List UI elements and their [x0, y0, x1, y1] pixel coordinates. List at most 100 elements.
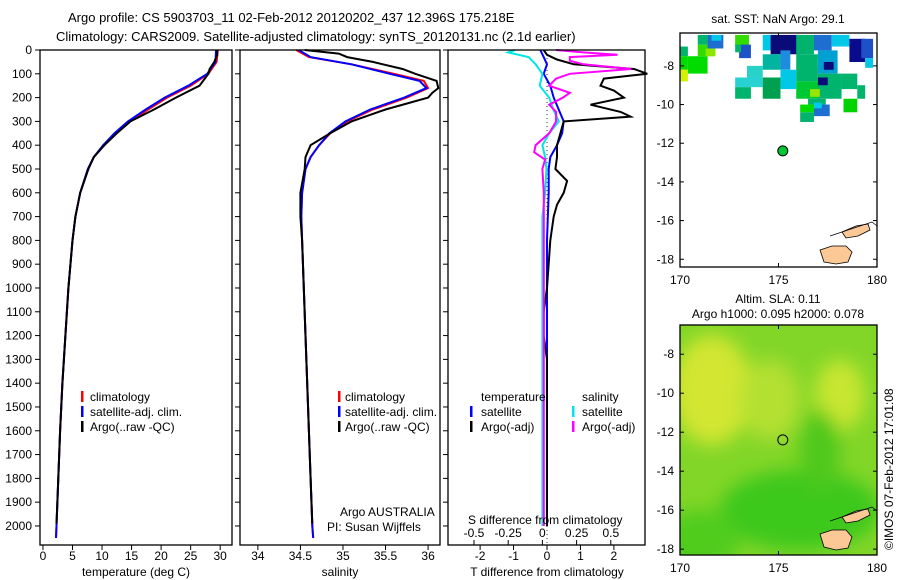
- y-tick-label: 1900: [5, 495, 32, 509]
- sst-cell: [857, 85, 866, 99]
- series-line-argo-adj-: [533, 49, 632, 526]
- panel-frame: [39, 49, 233, 546]
- salinity-legend: climatology satellite-adj. clim. Argo(..…: [327, 390, 437, 534]
- series-line-satellite-adj-clim-: [298, 49, 429, 538]
- sst-cell: [746, 65, 763, 78]
- map-x-tick-label: 175: [768, 561, 788, 575]
- sst-cell: [739, 44, 751, 59]
- sst-cell: [800, 112, 814, 122]
- legend-swatch-climatology: [338, 391, 341, 402]
- y-tick-label: 2000: [5, 519, 32, 533]
- s-axis-tick-label: 0.5: [602, 526, 619, 540]
- sst-cell: [813, 34, 832, 51]
- sst-cell: [861, 38, 874, 59]
- sst-cell: [831, 34, 850, 47]
- map-y-tick-label: -16: [657, 214, 675, 228]
- legend-swatch-argo: [81, 421, 84, 432]
- reef-outline: [829, 506, 877, 522]
- series-line-argo-raw-qc-: [299, 49, 440, 524]
- x-tick-label: 0: [544, 549, 551, 563]
- x-tick-label: 34: [251, 549, 265, 563]
- sst-cell: [735, 34, 749, 47]
- map-y-tick-label: -12: [657, 136, 675, 150]
- legend-swatch-satellite: [81, 406, 84, 417]
- x-tick-label: 0: [40, 549, 47, 563]
- s-axis-tick-label: 0: [539, 526, 546, 540]
- x-tick-label: 30: [214, 549, 228, 563]
- legend-swatch-s-argo: [572, 421, 575, 432]
- reef-outline: [829, 221, 878, 237]
- legend-swatch-t-satellite: [470, 406, 473, 417]
- sst-cell: [735, 87, 751, 99]
- legend-label: Argo(..raw -QC): [90, 420, 175, 434]
- map-y-tick-label: -12: [657, 425, 675, 439]
- sst-cell: [762, 77, 781, 99]
- legend-swatch-s-satellite: [572, 406, 575, 417]
- y-tick-label: 400: [12, 138, 32, 152]
- sst-map-title: sat. SST: NaN Argo: 29.1: [711, 12, 845, 26]
- x-axis-label-temperature: temperature (deg C): [82, 565, 190, 579]
- argo-position-marker: [777, 434, 789, 446]
- sst-map: [680, 34, 874, 122]
- x-tick-label: -1: [508, 549, 519, 563]
- map-y-tick-label: -18: [657, 252, 675, 266]
- x-tick-label: 20: [154, 549, 168, 563]
- profile-panels: 0100200300400500600700800900100011001200…: [5, 43, 648, 563]
- map-x-tick-label: 175: [768, 273, 788, 287]
- land-shape: [819, 529, 853, 551]
- map-axes: 170 175 180 -8 -10 -12 -14 -16 -18 170 175 180 -8 -10…: [657, 33, 887, 575]
- sst-cell: [735, 44, 742, 53]
- x-tick-label: 1: [577, 549, 584, 563]
- x-tick-label: 35: [336, 549, 350, 563]
- fiji-land-sst: [819, 221, 878, 265]
- y-tick-label: 1700: [5, 448, 32, 462]
- sst-cell: [865, 58, 874, 68]
- panel-temperature: 0100200300400500600700800900100011001200…: [5, 43, 233, 563]
- y-tick-label: 500: [12, 162, 32, 176]
- map-x-tick-label: 180: [867, 561, 887, 575]
- sst-cell: [711, 34, 722, 41]
- series-line-climatology: [295, 49, 430, 538]
- y-tick-label: 300: [12, 114, 32, 128]
- y-tick-label: 1300: [5, 352, 32, 366]
- legend-swatch-climatology: [81, 391, 84, 402]
- y-tick-label: 700: [12, 210, 32, 224]
- sst-cell: [841, 73, 858, 90]
- legend-label: satellite-adj. clim.: [90, 405, 182, 419]
- figure-title-line1: Argo profile: CS 5903703_11 02-Feb-2012 …: [68, 10, 515, 25]
- sst-cell: [817, 73, 842, 99]
- sst-cell: [680, 69, 688, 82]
- y-tick-label: 1000: [5, 281, 32, 295]
- s-axis-label: S difference from climatology: [468, 513, 623, 527]
- sst-cell: [697, 34, 708, 45]
- legend-label: Argo(-adj): [481, 420, 534, 434]
- legend-swatch-t-argo: [470, 421, 473, 432]
- sst-cell: [705, 48, 716, 57]
- argo-position-marker: [777, 145, 789, 157]
- series-line-satellite-adj-clim-: [55, 49, 217, 538]
- legend-label: Argo(..raw -QC): [345, 420, 430, 434]
- x-tick-label: 2: [611, 549, 618, 563]
- sst-cell: [735, 77, 763, 88]
- legend-label: satellite: [582, 405, 623, 419]
- y-tick-label: 1400: [5, 376, 32, 390]
- series-line-argo-raw-qc-: [55, 50, 219, 524]
- map-y-tick-label: -8: [663, 347, 674, 361]
- y-tick-label: 200: [12, 91, 32, 105]
- legend-label: satellite-adj. clim.: [345, 405, 437, 419]
- map-y-tick-label: -16: [657, 503, 675, 517]
- sst-cell: [770, 34, 801, 55]
- sla-map: [680, 325, 877, 555]
- x-tick-label: 34.5: [289, 549, 313, 563]
- s-axis-tick-label: 0.25: [565, 526, 589, 540]
- y-tick-label: 1600: [5, 424, 32, 438]
- y-tick-label: 800: [12, 233, 32, 247]
- sst-cell: [813, 102, 822, 109]
- panel-salinity: 34 34.5 35 35.5 36: [235, 49, 441, 563]
- panel-frame: [239, 49, 441, 546]
- x-tick-label: -2: [475, 549, 486, 563]
- legend-header-salinity: salinity: [582, 390, 619, 404]
- figure-title-line2: Climatology: CARS2009. Satellite-adjuste…: [56, 29, 576, 44]
- sst-cell: [780, 50, 791, 70]
